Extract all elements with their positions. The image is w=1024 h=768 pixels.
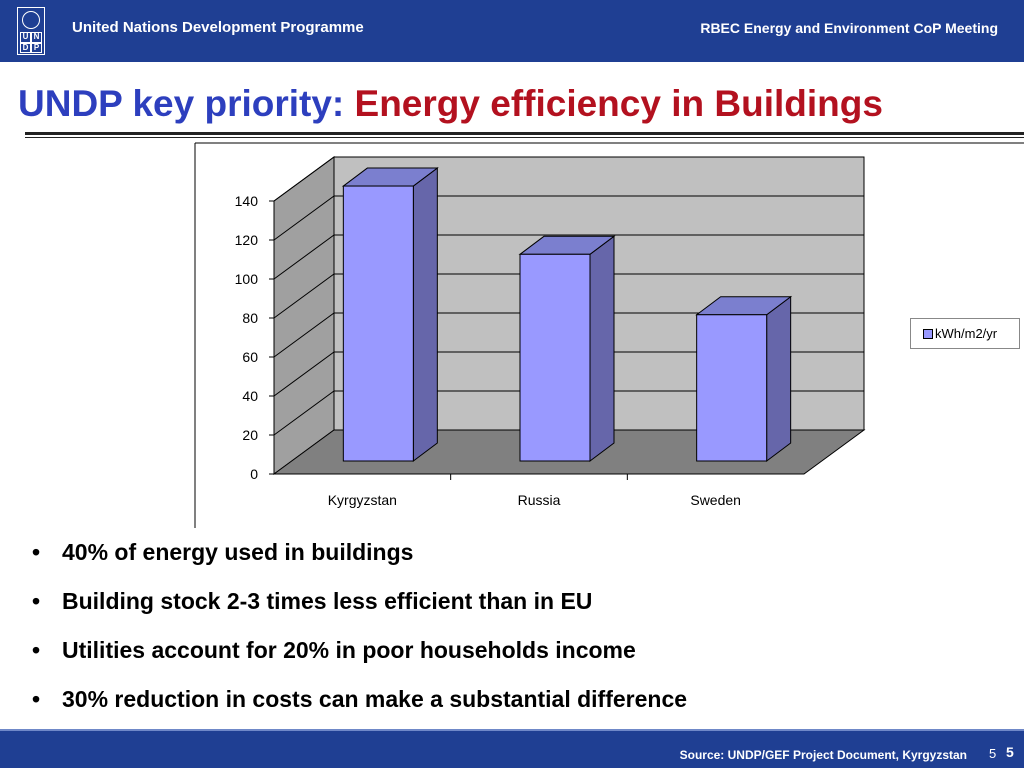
gridline (273, 390, 864, 436)
y-tick-label: 40 (242, 388, 258, 404)
undp-logo: U N D P (17, 7, 45, 55)
x-tick-label: Russia (518, 492, 561, 508)
bar-side (766, 295, 792, 462)
y-tick-label: 100 (235, 271, 259, 287)
footer-banner: Source: UNDP/GEF Project Document, Kyrgy… (0, 729, 1024, 768)
title-topic: Energy efficiency in Buildings (354, 83, 883, 124)
legend-label: kWh/m2/yr (935, 326, 998, 341)
logo-letter: D (20, 42, 31, 53)
logo-letter: U (20, 32, 31, 43)
bar (696, 314, 768, 462)
un-emblem-icon (22, 11, 40, 29)
y-tick-label: 80 (242, 310, 258, 326)
gridline (273, 195, 864, 241)
title-divider-thin (25, 137, 1024, 138)
logo-letter: N (31, 32, 42, 43)
title-prefix: UNDP key priority: (18, 83, 345, 124)
bullet-item: Building stock 2-3 times less efficient … (28, 585, 687, 634)
bar-side (589, 235, 615, 462)
gridline (273, 273, 864, 319)
bullet-item: 40% of energy used in buildings (28, 536, 687, 585)
bar (342, 185, 414, 462)
bullet-item: 30% reduction in costs can make a substa… (28, 683, 687, 732)
meeting-name: RBEC Energy and Environment CoP Meeting (700, 20, 998, 36)
legend-swatch (923, 328, 933, 339)
slide-title: UNDP key priority: Energy efficiency in … (18, 83, 883, 125)
bar (519, 253, 591, 462)
gridline (273, 312, 864, 358)
bullet-list: 40% of energy used in buildings Building… (28, 536, 687, 732)
y-tick-label: 60 (242, 349, 258, 365)
gridline (273, 156, 864, 202)
source-note: Source: UNDP/GEF Project Document, Kyrgy… (679, 748, 967, 762)
page-number: 5 (1006, 744, 1014, 760)
x-tick-label: Sweden (690, 492, 741, 508)
chart-legend: kWh/m2/yr (910, 318, 1020, 349)
bar-side (412, 167, 438, 462)
bullet-item: Utilities account for 20% in poor househ… (28, 634, 687, 683)
gridline (273, 351, 864, 397)
organization-name: United Nations Development Programme (72, 19, 364, 36)
logo-letter: P (31, 42, 42, 53)
x-tick-label: Kyrgyzstan (328, 492, 397, 508)
y-tick-label: 20 (242, 427, 258, 443)
header-banner: U N D P United Nations Development Progr… (0, 0, 1024, 62)
slide-number: 5 (989, 746, 997, 761)
y-tick-label: 0 (250, 466, 258, 482)
title-divider (25, 132, 1024, 135)
y-tick-label: 140 (235, 193, 259, 209)
gridline (273, 234, 864, 280)
chart-side-wall (273, 156, 335, 475)
y-tick-label: 120 (235, 232, 259, 248)
